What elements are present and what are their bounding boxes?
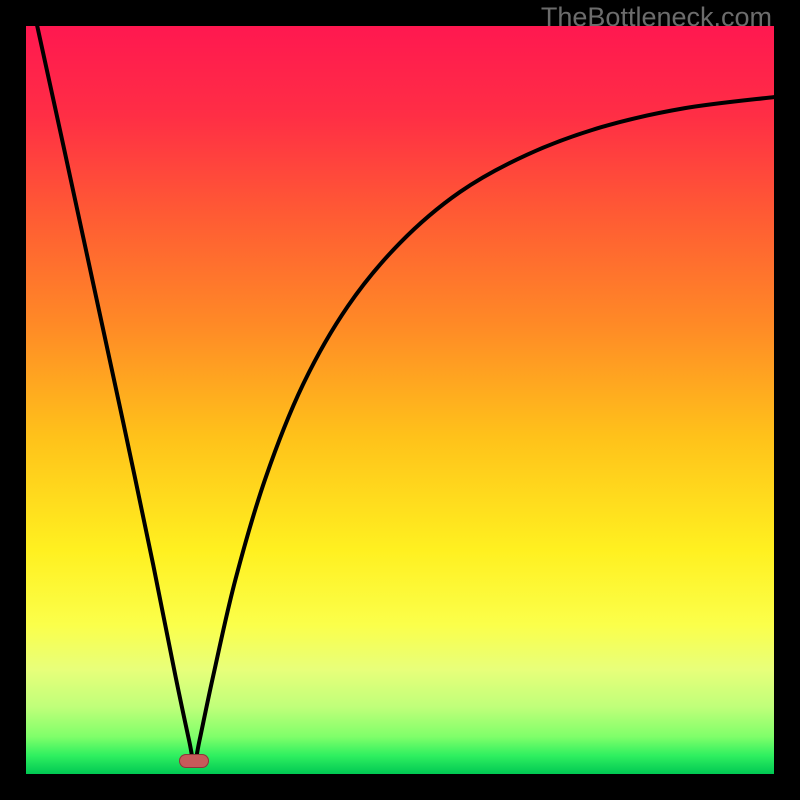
curve-svg <box>26 26 774 774</box>
plot-area <box>26 26 774 774</box>
chart-container: TheBottleneck.com <box>0 0 800 800</box>
optimal-marker <box>179 754 209 768</box>
curve-path <box>37 26 774 763</box>
